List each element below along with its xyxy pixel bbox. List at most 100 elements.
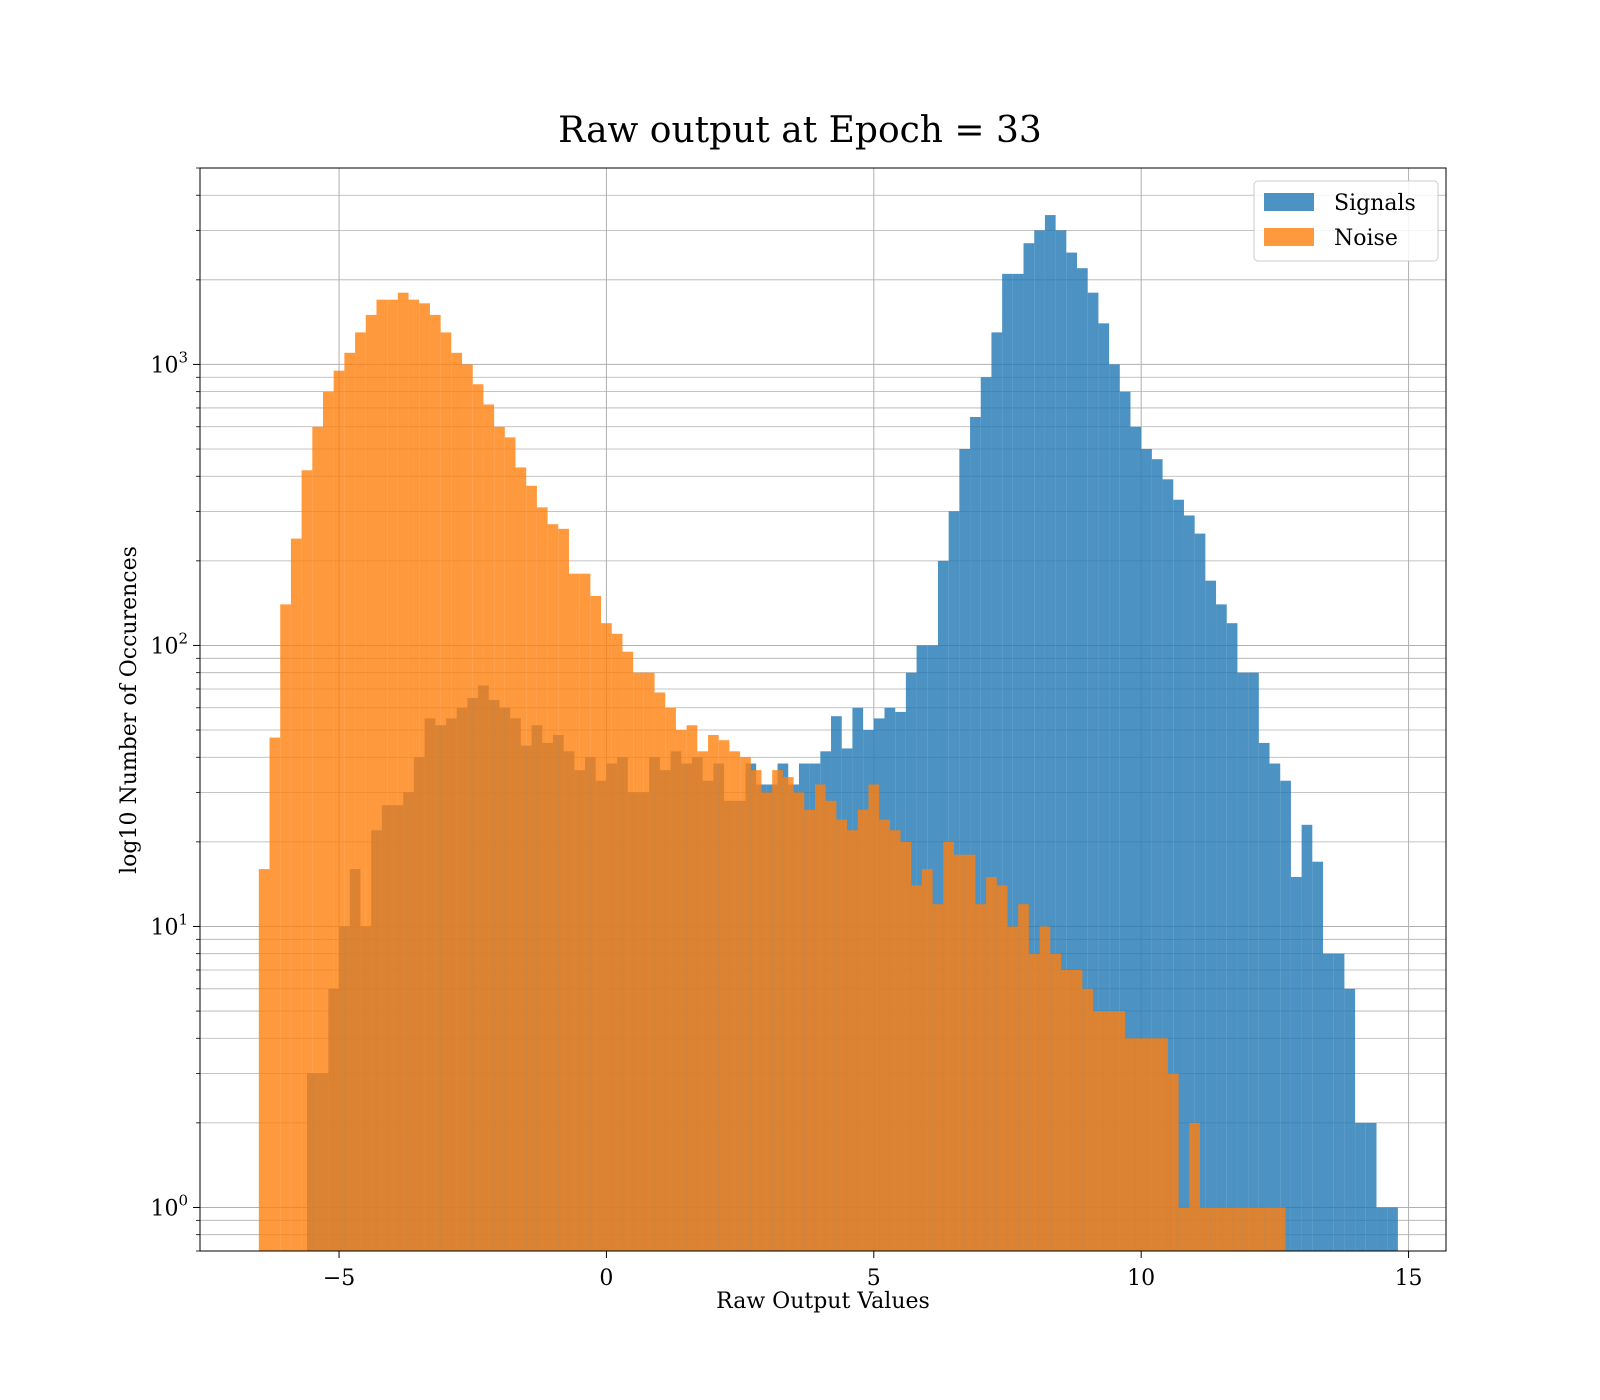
- legend-swatch: [1264, 193, 1314, 211]
- histogram-bar: [836, 819, 848, 1251]
- histogram-bar: [718, 740, 730, 1251]
- histogram-bar: [590, 595, 602, 1251]
- histogram-bar: [1028, 953, 1040, 1251]
- histogram-bar: [1044, 215, 1056, 1252]
- histogram-bar: [750, 770, 762, 1251]
- histogram-bar: [1114, 1011, 1126, 1251]
- histogram-bar: [1039, 926, 1051, 1251]
- histogram-bar: [697, 751, 709, 1251]
- histogram-bar: [1323, 953, 1334, 1251]
- histogram-bar: [611, 633, 623, 1251]
- chart-title: Raw output at Epoch = 33: [558, 110, 1042, 151]
- histogram-bar: [911, 885, 922, 1251]
- histogram-bar: [622, 651, 634, 1251]
- histogram-bar: [1232, 1207, 1243, 1251]
- histogram-bar: [1066, 252, 1078, 1252]
- histogram-bar: [333, 370, 345, 1251]
- histogram-bar: [365, 314, 377, 1251]
- histogram-bar: [1355, 1122, 1366, 1251]
- histogram-bar: [1007, 926, 1019, 1251]
- histogram-bar: [1018, 904, 1029, 1251]
- histogram-bar: [601, 623, 612, 1251]
- histogram-bar: [1312, 861, 1324, 1251]
- histogram-bar: [1290, 876, 1302, 1251]
- histogram-bar: [729, 751, 741, 1251]
- histogram-bar: [1023, 243, 1035, 1251]
- histogram-bar: [964, 854, 976, 1251]
- histogram-bar: [397, 292, 409, 1251]
- histogram-bar: [959, 449, 971, 1251]
- histogram-bar: [1376, 1207, 1388, 1251]
- histogram-bar: [1162, 479, 1174, 1251]
- histogram-bar: [1071, 969, 1083, 1251]
- histogram-bar: [1301, 824, 1313, 1251]
- histogram-bar: [793, 792, 805, 1251]
- histogram-bar: [975, 904, 987, 1251]
- histogram-bar: [1167, 1073, 1179, 1251]
- histogram-bar: [494, 426, 505, 1251]
- histogram-bar: [515, 467, 527, 1251]
- histogram-bar: [686, 725, 698, 1251]
- histogram-bar: [547, 524, 559, 1251]
- histogram-bar: [1344, 988, 1356, 1251]
- histogram-bar: [1274, 1207, 1286, 1251]
- histogram-bar: [1146, 1038, 1158, 1251]
- plot-frame: [199, 167, 1447, 1252]
- histogram-bar: [986, 876, 997, 1251]
- histogram-bar: [996, 885, 1008, 1251]
- histogram-bar: [290, 538, 302, 1251]
- histogram-bar: [1087, 292, 1099, 1251]
- histogram-bar: [1082, 988, 1094, 1251]
- histogram-bar: [1205, 580, 1217, 1251]
- histogram-bar: [429, 314, 441, 1251]
- histogram-bar: [1012, 273, 1024, 1251]
- histogram-bar: [1200, 1207, 1211, 1251]
- legend-label: Signals: [1334, 191, 1416, 216]
- histogram-bar: [462, 364, 473, 1251]
- histogram-bar: [980, 377, 992, 1251]
- histogram-bar: [472, 384, 484, 1251]
- histogram-bar: [322, 391, 334, 1251]
- histogram-bar: [1178, 1207, 1190, 1251]
- y-tick-label: 103: [150, 348, 188, 378]
- histogram-bar: [1365, 1122, 1377, 1251]
- histogram-bar: [1210, 1207, 1222, 1251]
- histogram-bar: [1173, 499, 1184, 1251]
- histogram-bar: [269, 737, 281, 1251]
- histogram-bar: [868, 784, 880, 1251]
- x-tick-label: 10: [1127, 1266, 1155, 1291]
- x-axis-label: Raw Output Values: [716, 1289, 930, 1314]
- histogram-bar: [355, 332, 366, 1252]
- histogram-bar: [1387, 1207, 1398, 1251]
- histogram-bar: [643, 672, 655, 1251]
- histogram-bar: [1248, 672, 1259, 1251]
- y-tick-label: 101: [150, 910, 188, 940]
- histogram-bar: [708, 735, 719, 1251]
- histogram-bar: [954, 854, 965, 1251]
- histogram-bar: [1237, 672, 1249, 1251]
- histogram-bar: [889, 830, 901, 1251]
- histogram-bar: [376, 299, 388, 1251]
- histogram-bar: [991, 332, 1003, 1252]
- x-tick-label: 0: [599, 1266, 613, 1291]
- histogram-bar: [921, 869, 933, 1251]
- legend-swatch: [1264, 228, 1314, 246]
- histogram-bar: [772, 770, 783, 1251]
- x-tick-label: 15: [1395, 1266, 1423, 1291]
- histogram-bar: [825, 800, 837, 1251]
- histogram-bar: [1258, 742, 1270, 1251]
- histogram-bar: [451, 352, 463, 1251]
- histogram-bar: [419, 303, 430, 1252]
- histogram-bar: [440, 332, 452, 1252]
- histogram-bar: [301, 470, 313, 1252]
- histogram-bar: [1103, 1011, 1115, 1251]
- legend: Signals Noise: [1253, 180, 1439, 262]
- histogram-bar: [1060, 969, 1072, 1251]
- histogram-bar: [1221, 1207, 1233, 1251]
- histogram-bar: [579, 573, 591, 1251]
- histogram-bar: [483, 404, 495, 1251]
- histogram-bar: [1242, 1207, 1254, 1251]
- series-noise: [258, 292, 1286, 1252]
- histogram-bar: [900, 841, 912, 1251]
- histogram-bar: [1253, 1207, 1265, 1251]
